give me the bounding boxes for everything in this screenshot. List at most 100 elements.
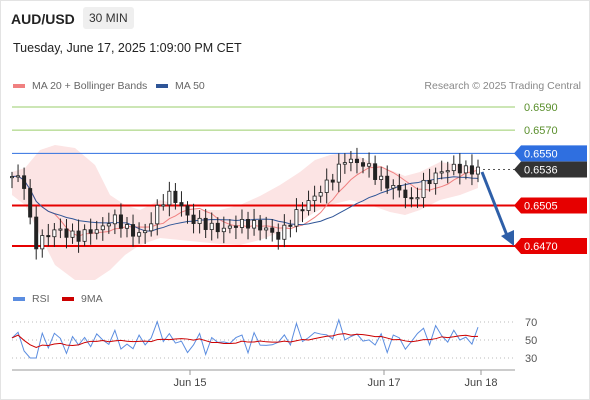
candle-body <box>70 230 75 238</box>
candle-body <box>28 188 33 218</box>
x-axis: Jun 15 Jun 17 Jun 18 <box>12 369 515 389</box>
candle-body <box>469 165 474 175</box>
candle-body <box>167 190 172 206</box>
rsi-swatch <box>13 297 25 301</box>
candle-body <box>118 214 123 229</box>
candle-body <box>76 230 81 242</box>
forecast-arrow <box>480 171 514 246</box>
candle-body <box>294 209 299 227</box>
candle-body <box>361 162 366 167</box>
bollinger-fill <box>12 145 478 280</box>
candle-body <box>179 202 184 207</box>
rsi-ma-line <box>11 333 479 349</box>
candle-body <box>22 175 27 189</box>
level-tag-0.6470 <box>514 238 587 254</box>
x-label-Jun-18: Jun 18 <box>464 377 497 389</box>
candle-body <box>445 170 450 173</box>
candle-body <box>46 235 51 238</box>
candle-body <box>124 224 129 229</box>
candle-body <box>203 217 208 230</box>
ma50-swatch <box>156 84 168 88</box>
candle-body <box>312 195 317 201</box>
candle-body <box>409 197 414 200</box>
candle-body <box>34 216 39 250</box>
candle-body <box>131 224 136 237</box>
candle-body <box>137 232 142 237</box>
candle-body <box>197 217 202 224</box>
candle-body <box>330 179 335 183</box>
level-label-0.6505: 0.6505 <box>524 200 558 212</box>
candle-body <box>16 175 21 178</box>
candle-body <box>421 179 426 199</box>
candle-body <box>324 179 329 193</box>
level-tag-0.6536 <box>514 161 587 178</box>
candle-body <box>276 231 281 240</box>
candle-body <box>185 205 190 216</box>
candle-body <box>40 235 45 250</box>
forecast-arrow-head <box>501 230 514 246</box>
candle-body <box>155 204 160 225</box>
candle-body <box>457 163 462 174</box>
candle-body <box>306 200 311 211</box>
candle-body <box>161 204 166 207</box>
candle-body <box>191 214 196 224</box>
ma20-swatch <box>13 84 25 88</box>
candle-body <box>149 223 154 232</box>
candle-body <box>88 229 93 234</box>
x-label-Jun-15: Jun 15 <box>173 377 206 389</box>
candle-body <box>385 175 390 189</box>
rsi-panel: 70 50 30 <box>11 317 537 365</box>
bollinger-bands <box>12 145 478 280</box>
candle-body <box>300 209 305 212</box>
candle-body <box>270 227 275 233</box>
candle-body <box>239 218 244 228</box>
legend-ma50-label: MA 50 <box>175 80 205 92</box>
candle-body <box>64 228 69 238</box>
candle-body <box>94 229 99 234</box>
legend-9ma-label: 9MA <box>81 293 103 305</box>
symbol-title: AUD/USD <box>11 11 75 27</box>
candle-body <box>258 220 263 231</box>
candle-body <box>58 228 63 231</box>
level-label-0.6590: 0.6590 <box>524 102 558 114</box>
legend-ma20: MA 20 + Bollinger Bands <box>13 80 147 92</box>
rsi-tick-30: 30 <box>525 353 537 365</box>
candle-body <box>367 163 372 167</box>
candle-body <box>403 189 408 198</box>
candle-body <box>463 165 468 174</box>
candle-body <box>100 225 105 231</box>
x-label-Jun-17: Jun 17 <box>367 377 400 389</box>
level-label-0.6570: 0.6570 <box>524 125 558 137</box>
candle-body <box>451 163 456 172</box>
candle-body <box>143 230 148 234</box>
level-tag-0.6505 <box>514 197 587 214</box>
chart-datetime: Tuesday, June 17, 2025 1:09:00 PM CET <box>13 41 242 55</box>
candle-body <box>373 163 378 180</box>
candle-body <box>336 163 341 183</box>
level-label-0.6470: 0.6470 <box>524 241 558 253</box>
candle-body <box>475 166 480 175</box>
legend-rsi: RSI <box>13 293 50 305</box>
level-label-0.6550: 0.6550 <box>524 148 558 160</box>
candle-body <box>246 218 251 229</box>
candle-body <box>354 158 359 164</box>
candle-body <box>288 224 293 227</box>
candle-body <box>439 171 444 174</box>
candle-body <box>397 185 402 191</box>
legend-rsi-label: RSI <box>32 293 50 305</box>
candle-body <box>342 162 347 165</box>
legend-ma50: MA 50 <box>156 80 205 92</box>
candle-body <box>282 224 287 240</box>
forecast-arrow-shaft <box>480 171 510 239</box>
candle-body <box>82 229 87 242</box>
candle-body <box>221 227 226 233</box>
legend-ma20-label: MA 20 + Bollinger Bands <box>32 80 148 92</box>
candle-body <box>415 197 420 200</box>
candle-body <box>318 192 323 197</box>
rsi-tick-50: 50 <box>525 335 537 347</box>
candle-body <box>112 214 117 225</box>
legend-9ma: 9MA <box>62 293 103 305</box>
timeframe-badge[interactable]: 30 MIN <box>83 7 134 29</box>
candle-body <box>173 190 178 203</box>
